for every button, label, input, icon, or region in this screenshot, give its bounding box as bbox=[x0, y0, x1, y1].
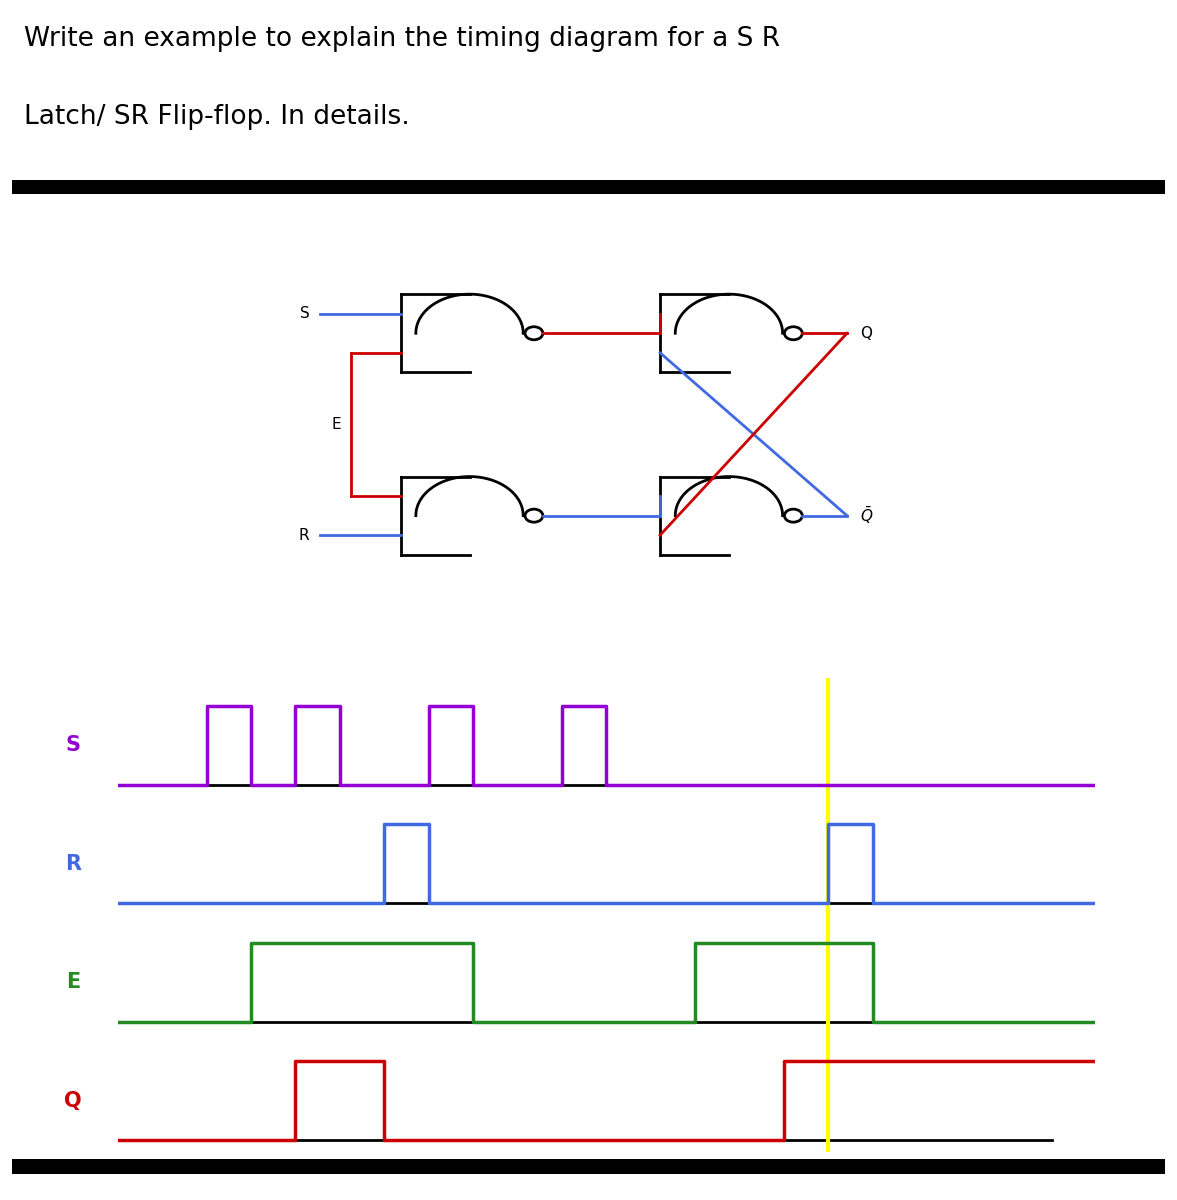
Text: E: E bbox=[331, 416, 340, 432]
Text: Write an example to explain the timing diagram for a S R: Write an example to explain the timing d… bbox=[24, 25, 779, 52]
Text: Q: Q bbox=[860, 325, 872, 341]
Text: Q: Q bbox=[65, 1091, 82, 1111]
Text: S: S bbox=[66, 736, 81, 755]
Text: E: E bbox=[66, 972, 80, 992]
Text: Latch/ SR Flip-flop. In details.: Latch/ SR Flip-flop. In details. bbox=[24, 103, 410, 130]
Text: S: S bbox=[300, 306, 310, 322]
Text: R: R bbox=[65, 853, 81, 874]
Text: R: R bbox=[299, 528, 310, 542]
Text: $\bar{Q}$: $\bar{Q}$ bbox=[860, 505, 873, 527]
